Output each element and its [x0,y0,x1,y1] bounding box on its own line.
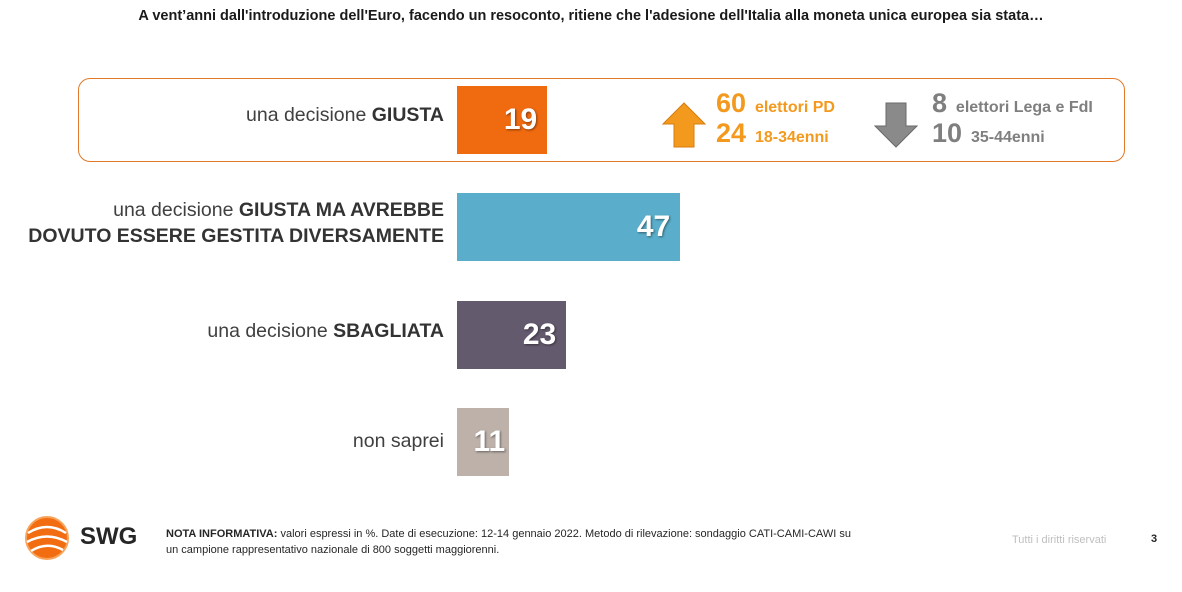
label-pre: una decisione [113,199,239,221]
bar-value: 19 [503,103,538,136]
note-line2: un campione rappresentativo nazionale di… [166,544,500,556]
delta-num: 60 [716,88,747,118]
arrow-down-icon [874,102,918,148]
up-delta-1: 60 elettori PD [716,88,835,119]
delta-num: 8 [932,88,948,118]
note-line1: valori espressi in %. Date di esecuzione… [277,528,851,540]
arrow-up-icon [662,102,706,148]
bar-giusta: 19 [457,86,548,154]
bar-value: 11 [473,425,506,458]
bar-sbagliata: 23 [457,301,567,369]
label-pre: una decisione [246,104,372,126]
page-number: 3 [1151,533,1158,545]
up-delta-2: 24 18-34enni [716,118,829,149]
logo-text: SWG [80,523,138,550]
delta-label: elettori Lega e FdI [955,99,1093,116]
footnote: NOTA INFORMATIVA: valori espressi in %. … [166,526,926,558]
rights-text: Tutti i diritti riservati [1012,534,1107,546]
note-bold: NOTA INFORMATIVA: [166,528,278,540]
down-delta-2: 10 35-44enni [932,118,1045,149]
row-label-giusta-ma: una decisione GIUSTA MA AVREBBE DOVUTO ES… [28,197,444,249]
delta-num: 10 [932,118,963,148]
bar-giusta-ma: 47 [457,193,681,261]
delta-label: elettori PD [754,99,835,116]
delta-label: 18-34enni [754,129,829,146]
swg-logo-icon [25,516,69,560]
label-pre: una decisione [207,320,334,342]
bar-value: 47 [636,210,671,243]
chart-title: A vent’anni dall'introduzione dell'Euro,… [138,8,1044,24]
bar-value: 23 [522,318,557,351]
label-bold: GIUSTA [371,104,444,126]
down-delta-1: 8 elettori Lega e FdI [932,88,1093,119]
row-label-non-saprei: non saprei [352,430,444,452]
row-label-giusta: una decisione GIUSTA [246,102,444,128]
label-bold: SBAGLIATA [333,320,444,342]
bar-non-saprei: 11 [457,408,510,476]
highlight-box [78,78,1125,162]
row-label-sbagliata: una decisione SBAGLIATA [207,318,444,344]
delta-num: 24 [716,118,747,148]
label-bold-line2: DOVUTO ESSERE GESTITA DIVERSAMENTE [28,225,444,247]
label-bold: GIUSTA MA AVREBBE [238,199,444,221]
delta-label: 35-44enni [970,129,1045,146]
